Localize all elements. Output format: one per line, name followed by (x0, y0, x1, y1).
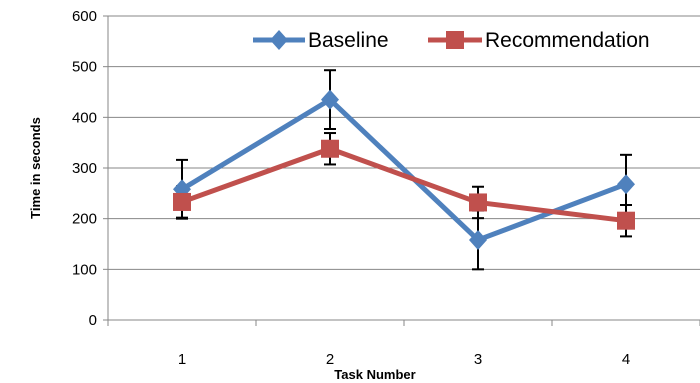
legend-baseline-label: Baseline (308, 29, 389, 52)
x-tick-labels: 1 2 3 4 (178, 351, 630, 368)
y-tick-label: 400 (72, 109, 97, 126)
gridlines (108, 15, 700, 270)
y-axis-title: Time in seconds (28, 117, 43, 219)
y-tick-label: 500 (72, 59, 97, 76)
baseline-point (617, 174, 635, 195)
y-tick-label: 600 (72, 8, 97, 25)
legend-baseline-marker (270, 30, 288, 50)
legend: Baseline Recommendation (253, 29, 650, 52)
x-axis-title: Task Number (334, 367, 415, 382)
recommendation-point (617, 211, 635, 230)
x-tick-label: 1 (178, 351, 186, 368)
series-lines (180, 97, 627, 243)
baseline-point (321, 89, 339, 110)
recommendation-line (181, 146, 627, 224)
y-tick-labels: 0 100 200 300 400 500 600 (72, 8, 97, 329)
recommendation-point (321, 139, 339, 158)
legend-recommendation-marker (446, 31, 464, 49)
x-tick-label: 3 (474, 351, 482, 368)
series-markers (173, 89, 635, 250)
y-tick-label: 200 (72, 211, 97, 228)
y-tick-label: 300 (72, 160, 97, 177)
y-tick-label: 0 (89, 312, 97, 329)
axes (103, 15, 700, 326)
recommendation-point (173, 192, 191, 211)
x-tick-label: 2 (326, 351, 334, 368)
x-tick-label: 4 (622, 351, 630, 368)
baseline-point (469, 229, 487, 250)
recommendation-point (469, 193, 487, 212)
legend-recommendation-label: Recommendation (485, 29, 650, 52)
y-tick-label: 100 (72, 261, 97, 278)
